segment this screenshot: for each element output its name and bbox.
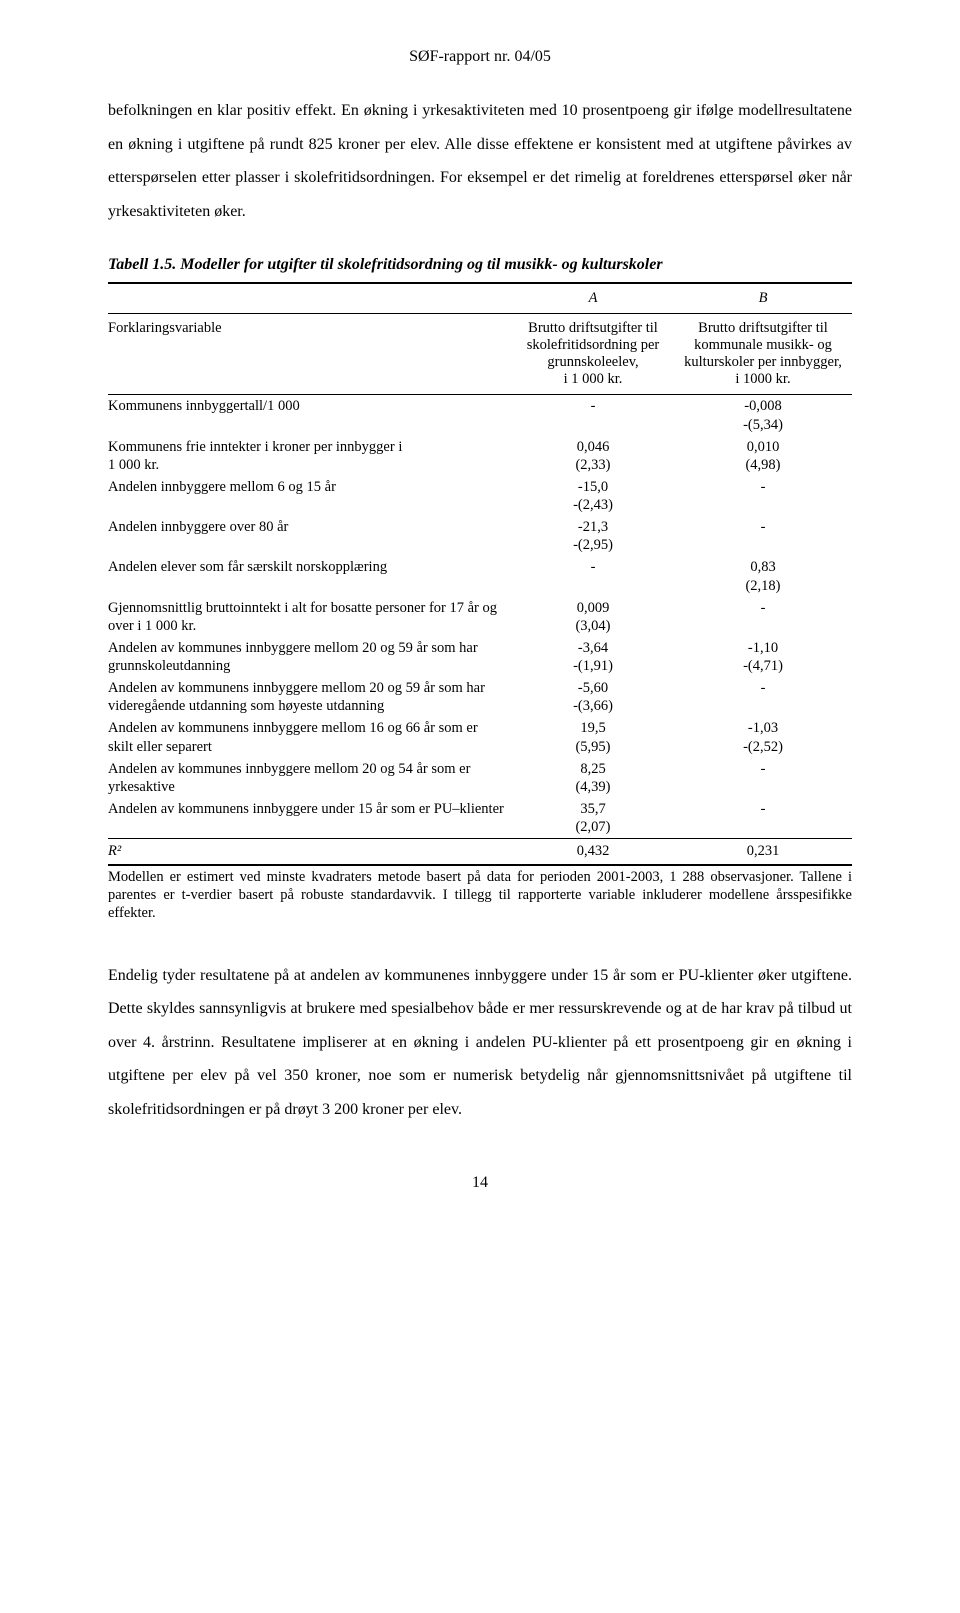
value-b: 0,83(2,18) bbox=[682, 556, 852, 596]
col-a-heading: Brutto driftsutgifter til skolefritidsor… bbox=[512, 314, 682, 395]
value-a: - bbox=[512, 556, 682, 596]
value-a: 35,7(2,07) bbox=[512, 798, 682, 839]
variable-name: Andelen av kommunens innbyggere mellom 2… bbox=[108, 677, 512, 717]
paragraph-1: befolkningen en klar positiv effekt. En … bbox=[108, 94, 852, 228]
page-number: 14 bbox=[108, 1174, 852, 1192]
value-b: - bbox=[682, 798, 852, 839]
table-row: Andelen elever som får særskilt norskopp… bbox=[108, 556, 852, 596]
value-b: - bbox=[682, 476, 852, 516]
value-a: -15,0-(2,43) bbox=[512, 476, 682, 516]
value-b: -1,03-(2,52) bbox=[682, 717, 852, 757]
value-a: 8,25(4,39) bbox=[512, 758, 682, 798]
table-row: Gjennomsnittlig bruttoinntekt i alt for … bbox=[108, 597, 852, 637]
variable-name: Gjennomsnittlig bruttoinntekt i alt for … bbox=[108, 597, 512, 637]
table-row: Andelen av kommunens innbyggere mellom 1… bbox=[108, 717, 852, 757]
variable-name: Andelen av kommunens innbyggere under 15… bbox=[108, 798, 512, 839]
table-row: Kommunens innbyggertall/1 000--0,008-(5,… bbox=[108, 395, 852, 436]
value-a: -21,3-(2,95) bbox=[512, 516, 682, 556]
variable-name: Kommunens frie inntekter i kroner per in… bbox=[108, 436, 512, 476]
report-header: SØF-rapport nr. 04/05 bbox=[108, 48, 852, 66]
value-a: 0,046(2,33) bbox=[512, 436, 682, 476]
r2-b: 0,231 bbox=[682, 839, 852, 866]
variable-name: Andelen innbyggere mellom 6 og 15 år bbox=[108, 476, 512, 516]
value-b: - bbox=[682, 516, 852, 556]
table-caption: Tabell 1.5. Modeller for utgifter til sk… bbox=[108, 256, 852, 274]
value-a: 19,5(5,95) bbox=[512, 717, 682, 757]
variable-name: Kommunens innbyggertall/1 000 bbox=[108, 395, 512, 436]
value-b: - bbox=[682, 677, 852, 717]
variable-name: Andelen av kommunens innbyggere mellom 1… bbox=[108, 717, 512, 757]
value-b: -0,008-(5,34) bbox=[682, 395, 852, 436]
table-row: Andelen innbyggere over 80 år-21,3-(2,95… bbox=[108, 516, 852, 556]
table-row: Kommunens frie inntekter i kroner per in… bbox=[108, 436, 852, 476]
value-a: 0,009(3,04) bbox=[512, 597, 682, 637]
r2-a: 0,432 bbox=[512, 839, 682, 866]
variable-name: Andelen innbyggere over 80 år bbox=[108, 516, 512, 556]
table-row: Andelen av kommunes innbyggere mellom 20… bbox=[108, 758, 852, 798]
value-b: 0,010(4,98) bbox=[682, 436, 852, 476]
table-row: Andelen av kommunes innbyggere mellom 20… bbox=[108, 637, 852, 677]
value-b: -1,10-(4,71) bbox=[682, 637, 852, 677]
col-a-letter: A bbox=[512, 283, 682, 314]
value-b: - bbox=[682, 597, 852, 637]
value-a: -3,64-(1,91) bbox=[512, 637, 682, 677]
r2-label: R² bbox=[108, 843, 121, 859]
regression-table: A B Forklaringsvariable Brutto driftsutg… bbox=[108, 282, 852, 866]
variable-name: Andelen elever som får særskilt norskopp… bbox=[108, 556, 512, 596]
table-row: Andelen av kommunens innbyggere mellom 2… bbox=[108, 677, 852, 717]
table-row: Andelen av kommunens innbyggere under 15… bbox=[108, 798, 852, 839]
var-heading: Forklaringsvariable bbox=[108, 314, 512, 395]
value-a: - bbox=[512, 395, 682, 436]
table-row: Andelen innbyggere mellom 6 og 15 år-15,… bbox=[108, 476, 852, 516]
paragraph-2: Endelig tyder resultatene på at andelen … bbox=[108, 959, 852, 1127]
value-b: - bbox=[682, 758, 852, 798]
table-note: Modellen er estimert ved minste kvadrate… bbox=[108, 868, 852, 922]
variable-name: Andelen av kommunes innbyggere mellom 20… bbox=[108, 637, 512, 677]
blank-cell bbox=[108, 283, 512, 314]
col-b-letter: B bbox=[682, 283, 852, 314]
col-b-heading: Brutto driftsutgifter til kommunale musi… bbox=[682, 314, 852, 395]
value-a: -5,60-(3,66) bbox=[512, 677, 682, 717]
variable-name: Andelen av kommunes innbyggere mellom 20… bbox=[108, 758, 512, 798]
